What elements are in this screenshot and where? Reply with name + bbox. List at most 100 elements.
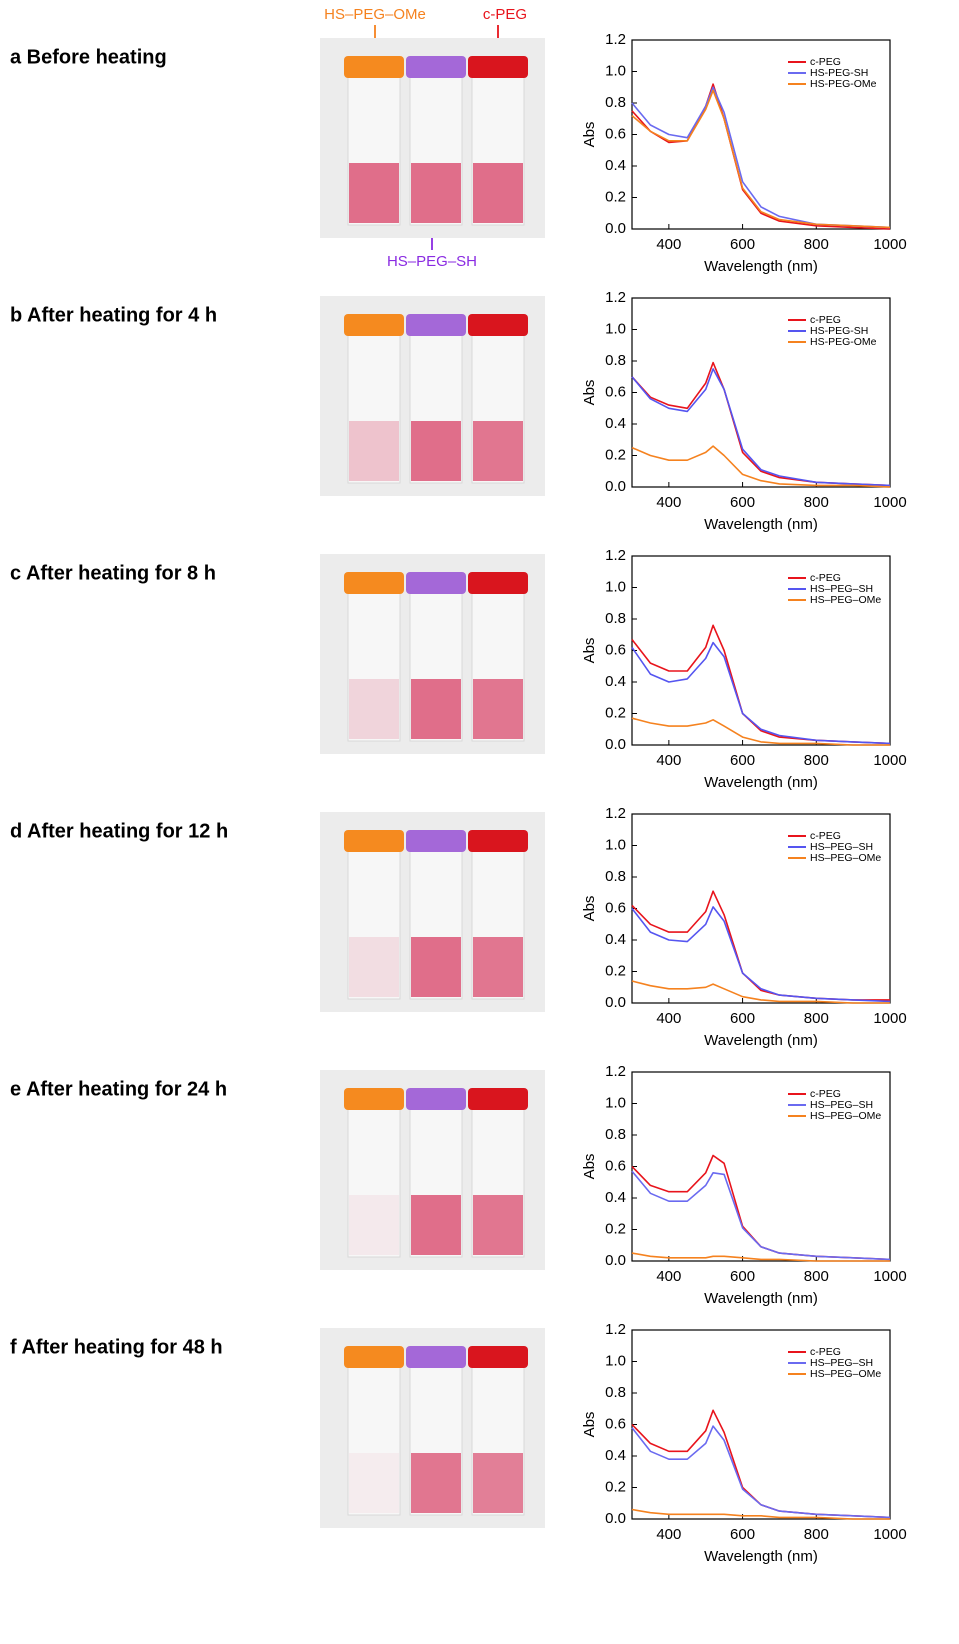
series-line <box>632 1156 890 1260</box>
y-tick-label: 0.2 <box>605 188 626 205</box>
y-tick-label: 0.6 <box>605 383 626 400</box>
y-tick-label: 0.2 <box>605 446 626 463</box>
y-tick-label: 1.2 <box>605 547 626 564</box>
y-tick-label: 0.6 <box>605 899 626 916</box>
x-tick-label: 600 <box>730 752 755 769</box>
cap <box>406 56 466 78</box>
cap <box>344 56 404 78</box>
y-axis-label: Abs <box>581 638 598 664</box>
series-line <box>632 891 890 1000</box>
cap <box>468 314 528 336</box>
x-tick-label: 800 <box>804 752 829 769</box>
photo-label: HS–PEG–OMe <box>324 6 426 23</box>
x-tick-label: 600 <box>730 1526 755 1543</box>
x-tick-label: 1000 <box>873 494 906 511</box>
x-tick-label: 800 <box>804 1526 829 1543</box>
x-tick-label: 1000 <box>873 1010 906 1027</box>
series-line <box>632 1410 890 1517</box>
series-line <box>632 643 890 744</box>
cap <box>468 56 528 78</box>
x-tick-label: 1000 <box>873 1526 906 1543</box>
x-tick-label: 400 <box>656 1526 681 1543</box>
series-line <box>632 446 890 487</box>
figure: HS–PEG–OMe c-PEG HS–PEG–SH a Before heat… <box>0 0 959 1644</box>
liquid <box>473 163 523 223</box>
cap <box>468 1346 528 1368</box>
liquid <box>411 679 461 739</box>
liquid <box>411 163 461 223</box>
y-tick-label: 0.2 <box>605 1478 626 1495</box>
liquid <box>473 937 523 997</box>
x-axis-label: Wavelength (nm) <box>704 1548 818 1565</box>
y-tick-label: 1.2 <box>605 1321 626 1338</box>
liquid <box>473 1453 523 1513</box>
y-tick-label: 0.8 <box>605 1126 626 1143</box>
panel-label: e After heating for 24 h <box>10 1078 227 1100</box>
liquid <box>411 937 461 997</box>
y-tick-label: 0.8 <box>605 610 626 627</box>
panel-label: a Before heating <box>10 46 167 68</box>
y-tick-label: 1.0 <box>605 1352 626 1369</box>
x-axis-label: Wavelength (nm) <box>704 1290 818 1307</box>
y-axis-label: Abs <box>581 380 598 406</box>
photo-label: c-PEG <box>483 6 527 23</box>
y-tick-label: 0.8 <box>605 1384 626 1401</box>
x-axis-label: Wavelength (nm) <box>704 774 818 791</box>
y-tick-label: 1.2 <box>605 31 626 48</box>
y-axis-label: Abs <box>581 1412 598 1438</box>
y-tick-label: 0.6 <box>605 1157 626 1174</box>
legend-label: HS–PEG–OMe <box>810 1110 881 1122</box>
panel-label: d After heating for 12 h <box>10 820 228 842</box>
y-tick-label: 1.0 <box>605 1094 626 1111</box>
y-tick-label: 0.0 <box>605 220 626 237</box>
y-tick-label: 0.8 <box>605 352 626 369</box>
y-tick-label: 0.0 <box>605 994 626 1011</box>
y-tick-label: 1.2 <box>605 1063 626 1080</box>
x-tick-label: 800 <box>804 236 829 253</box>
y-tick-label: 0.2 <box>605 704 626 721</box>
panel-label: b After heating for 4 h <box>10 304 217 326</box>
y-tick-label: 0.4 <box>605 1447 626 1464</box>
y-tick-label: 0.6 <box>605 641 626 658</box>
cap <box>406 830 466 852</box>
x-tick-label: 1000 <box>873 752 906 769</box>
liquid <box>411 1195 461 1255</box>
legend-label: HS-PEG-OMe <box>810 78 877 90</box>
series-line <box>632 1510 890 1520</box>
series-line <box>632 87 890 227</box>
x-axis-label: Wavelength (nm) <box>704 258 818 275</box>
liquid <box>349 679 399 739</box>
series-line <box>632 907 890 1002</box>
y-tick-label: 0.2 <box>605 1220 626 1237</box>
x-tick-label: 1000 <box>873 236 906 253</box>
y-tick-label: 0.0 <box>605 1510 626 1527</box>
liquid <box>411 421 461 481</box>
y-tick-label: 0.0 <box>605 1252 626 1269</box>
panel-label: c After heating for 8 h <box>10 562 216 584</box>
cap <box>344 572 404 594</box>
y-tick-label: 0.8 <box>605 868 626 885</box>
liquid <box>349 937 399 997</box>
y-tick-label: 0.4 <box>605 673 626 690</box>
liquid <box>349 1453 399 1513</box>
cap <box>468 1088 528 1110</box>
y-tick-label: 1.2 <box>605 289 626 306</box>
cap <box>406 1346 466 1368</box>
x-tick-label: 600 <box>730 1010 755 1027</box>
y-tick-label: 0.6 <box>605 125 626 142</box>
cap <box>344 314 404 336</box>
x-axis-label: Wavelength (nm) <box>704 1032 818 1049</box>
cap <box>344 1346 404 1368</box>
x-tick-label: 600 <box>730 494 755 511</box>
cap <box>468 830 528 852</box>
liquid <box>473 679 523 739</box>
x-axis-label: Wavelength (nm) <box>704 516 818 533</box>
y-tick-label: 0.0 <box>605 736 626 753</box>
liquid <box>473 421 523 481</box>
liquid <box>349 163 399 223</box>
cap <box>406 314 466 336</box>
legend-label: HS–PEG–OMe <box>810 594 881 606</box>
y-tick-label: 0.4 <box>605 1189 626 1206</box>
y-tick-label: 0.4 <box>605 931 626 948</box>
x-tick-label: 600 <box>730 236 755 253</box>
